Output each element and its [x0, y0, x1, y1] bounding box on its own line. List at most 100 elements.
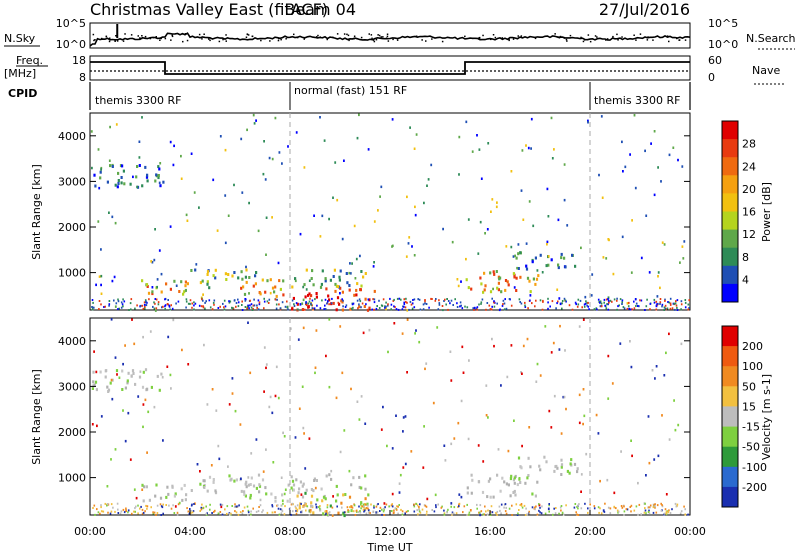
scatter-cell — [331, 297, 333, 300]
scatter-cell — [245, 268, 248, 272]
scatter-cell — [410, 450, 413, 453]
freq-label: Freq. — [16, 54, 43, 67]
scatter-cell — [344, 511, 347, 514]
noise-search-point — [678, 39, 681, 41]
scatter-cell — [92, 301, 94, 304]
scatter-cell — [199, 470, 201, 473]
scatter-cell — [295, 512, 298, 515]
scatter-cell — [606, 303, 608, 306]
scatter-cell — [248, 307, 250, 310]
scatter-cell — [148, 498, 151, 502]
scatter-cell — [356, 400, 359, 403]
x-tick-label: 16:00 — [474, 525, 506, 538]
scatter-cell — [185, 298, 188, 301]
scatter-cell — [264, 486, 267, 490]
scatter-cell — [489, 477, 492, 481]
scatter-cell — [604, 502, 606, 505]
scatter-cell — [663, 306, 666, 309]
scatter-cell — [156, 278, 159, 281]
scatter-cell — [280, 476, 283, 479]
scatter-cell — [393, 305, 395, 308]
scatter-cell — [266, 511, 269, 514]
scatter-cell — [634, 298, 637, 301]
scatter-cell — [189, 302, 191, 305]
scatter-cell — [599, 300, 602, 303]
scatter-cell — [431, 509, 433, 511]
scatter-cell — [539, 511, 541, 514]
scatter-cell — [245, 265, 247, 269]
scatter-cell — [219, 511, 222, 513]
scatter-cell — [576, 470, 579, 474]
scatter-cell — [146, 301, 148, 304]
scatter-cell — [91, 387, 94, 390]
scatter-cell — [491, 297, 493, 300]
scatter-cell — [237, 276, 240, 280]
scatter-cell — [676, 503, 679, 506]
scatter-cell — [655, 308, 658, 311]
scatter-cell — [528, 512, 531, 515]
scatter-cell — [566, 469, 569, 473]
scatter-cell — [145, 304, 148, 307]
scatter-cell — [406, 301, 408, 304]
scatter-cell — [348, 495, 352, 499]
scatter-cell — [244, 298, 246, 300]
scatter-cell — [460, 280, 462, 283]
scatter-cell — [92, 306, 94, 309]
scatter-cell — [91, 423, 94, 426]
noise-search-point — [501, 37, 504, 39]
scatter-cell — [292, 510, 294, 513]
scatter-cell — [244, 275, 247, 279]
scatter-cell — [286, 306, 289, 309]
scatter-cell — [477, 444, 480, 447]
x-axis: 00:00 04:00 08:00 12:00 16:00 20:00 00:00 — [74, 510, 706, 538]
noise-search-point — [348, 39, 350, 42]
x-tick-label: 20:00 — [574, 525, 606, 538]
scatter-cell — [131, 318, 133, 321]
scatter-cell — [348, 271, 351, 275]
scatter-cell — [570, 458, 573, 462]
scatter-cell — [135, 496, 138, 500]
scatter-cell — [423, 425, 425, 428]
scatter-cell — [302, 482, 305, 486]
scatter-cell — [328, 512, 330, 515]
scatter-cell — [334, 161, 337, 164]
scatter-cell — [231, 505, 233, 507]
scatter-cell — [349, 307, 352, 311]
scatter-cell — [480, 301, 483, 304]
scatter-cell — [547, 507, 550, 511]
scatter-cell — [283, 492, 286, 496]
scatter-cell — [157, 174, 160, 177]
scatter-cell — [213, 510, 215, 513]
scatter-cell — [275, 307, 278, 310]
scatter-cell — [513, 476, 516, 480]
scatter-cell — [184, 280, 187, 284]
scatter-cell — [138, 156, 141, 159]
scatter-cell — [482, 290, 485, 294]
noise-search-point — [617, 39, 619, 41]
scatter-cell — [223, 308, 226, 311]
scatter-cell — [363, 509, 366, 512]
scatter-cell — [231, 377, 234, 380]
scatter-cell — [380, 304, 383, 307]
scatter-cell — [385, 307, 387, 311]
scatter-cell — [520, 504, 523, 507]
scatter-cell — [325, 474, 328, 478]
scatter-cell — [527, 456, 530, 460]
scatter-cell — [311, 269, 314, 273]
scatter-cell — [142, 403, 145, 406]
scatter-cell — [358, 418, 361, 421]
scatter-cell — [269, 395, 272, 399]
scatter-cell — [196, 463, 199, 466]
scatter-cell — [597, 432, 600, 435]
scatter-cell — [450, 502, 453, 505]
scatter-cell — [361, 302, 364, 305]
scatter-cell — [453, 512, 455, 515]
scatter-cell — [310, 294, 313, 298]
scatter-cell — [437, 308, 440, 311]
scatter-cell — [576, 505, 578, 508]
scatter-cell — [224, 148, 227, 152]
scatter-cell — [657, 275, 659, 278]
scatter-cell — [664, 299, 666, 302]
scatter-cell — [273, 290, 276, 294]
noise-search-point — [149, 37, 152, 40]
